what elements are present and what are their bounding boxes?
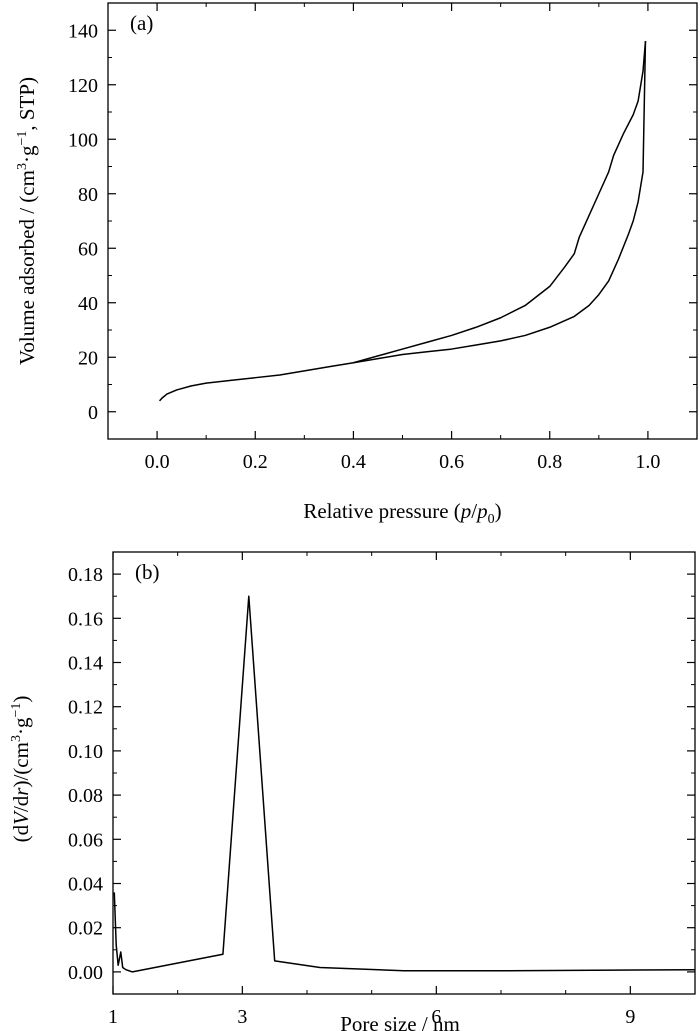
plot-frame-a: [107, 2, 698, 440]
x-tick-label: 3: [237, 1006, 247, 1028]
x-tick-label: 0.0: [145, 451, 170, 473]
y-tick-label: 40: [78, 293, 98, 315]
y-tick-label: 80: [78, 184, 98, 206]
y-tick-label: 0.02: [68, 918, 103, 940]
ticks-b: [112, 552, 695, 994]
x-tick-label: 0.8: [537, 451, 562, 473]
y-tick-label: 0.06: [68, 829, 103, 851]
y-axis-title-b: (dV/dr)/(cm3·g−1): [9, 696, 33, 843]
panel-label-b: (b): [135, 560, 160, 584]
series-line-1: [113, 595, 696, 973]
y-tick-label: 20: [78, 347, 98, 369]
tick-labels-b: 0.00 0.02 0.04 0.06 0.08 0.10 0.12 0.14 0.16 0.18…: [68, 564, 635, 1028]
x-tick-label: 1.0: [635, 451, 660, 473]
y-tick-label: 0.10: [68, 741, 103, 763]
tick-labels-a: 0 20 40 60 80 100 120 140 0.0 0.2 0.4 0.6 0.8 1.0: [68, 20, 660, 473]
x-tick-label: 1: [108, 1006, 118, 1028]
ticks-a: [108, 3, 697, 439]
y-tick-label: 0.04: [68, 874, 103, 896]
x-tick-label: 0.2: [243, 451, 268, 473]
y-tick-label: 0.08: [68, 785, 103, 807]
y-tick-label: 140: [68, 20, 98, 42]
y-tick-label: 0: [88, 402, 98, 424]
x-tick-label: 9: [625, 1006, 635, 1028]
y-tick-label: 0.14: [68, 653, 103, 675]
y-axis-title-a: Volume adsorbed / (cm3·g−1, STP): [15, 77, 39, 365]
y-tick-label: 120: [68, 75, 98, 97]
x-axis-title-a: Relative pressure (p/p0): [303, 499, 501, 527]
series-a: [158, 41, 647, 402]
y-tick-label: 0.18: [68, 564, 103, 586]
x-tick-label: 0.6: [439, 451, 464, 473]
y-tick-label: 0.12: [68, 697, 103, 719]
x-tick-label: 6: [431, 1006, 441, 1028]
x-tick-label: 0.4: [341, 451, 366, 473]
pore-size-panel: 0.00 0.02 0.04 0.06 0.08 0.10 0.12 0.14 0.16 0.18…: [9, 551, 696, 1031]
y-tick-label: 0.00: [68, 962, 103, 984]
y-tick-label: 60: [78, 238, 98, 260]
y-tick-label: 100: [68, 129, 98, 151]
panel-label-a: (a): [130, 11, 153, 35]
series-b: [113, 595, 696, 973]
series-line-1: [158, 41, 647, 402]
x-axis-title-b: Pore size / nm: [340, 1012, 460, 1031]
plot-frame-b: [112, 551, 696, 995]
isotherm-panel: 0 20 40 60 80 100 120 140 0.0 0.2 0.4 0.6 0.8 1.0 (a)…: [15, 2, 698, 527]
series-line-2: [353, 41, 647, 364]
y-tick-label: 0.16: [68, 608, 103, 630]
